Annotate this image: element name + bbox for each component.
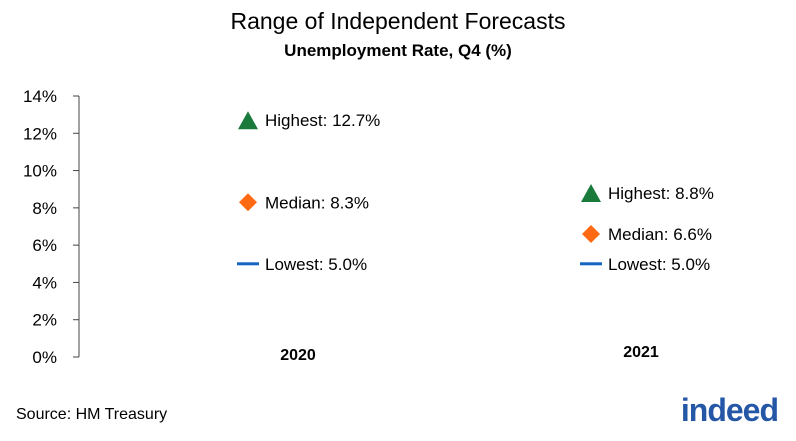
lowest-data-label: Lowest: 5.0% [265,255,367,274]
median-data-label: Median: 8.3% [265,193,369,212]
y-tick-label: 8% [32,199,57,218]
y-tick-label: 14% [23,87,57,106]
source-note: Source: HM Treasury [16,406,168,423]
highest-triangle-marker [238,111,258,130]
x-category-label: 2021 [623,344,659,361]
y-tick-label: 12% [23,124,57,143]
chart-title: Range of Independent Forecasts [230,8,566,34]
y-tick-label: 0% [32,348,57,367]
x-category-label: 2020 [280,347,316,364]
y-tick-label: 6% [32,236,57,255]
chart-subtitle: Unemployment Rate, Q4 (%) [284,41,512,60]
highest-data-label: Highest: 12.7% [265,111,380,130]
median-diamond-marker [582,224,600,243]
median-data-label: Median: 6.6% [608,225,712,244]
y-tick-label: 10% [23,162,57,181]
highest-triangle-marker [581,183,601,202]
lowest-dash-marker [580,262,602,266]
y-tick-label: 2% [32,311,57,330]
y-tick-label: 4% [32,273,57,292]
lowest-dash-marker [237,262,259,266]
indeed-logo: indeed [680,392,779,428]
lowest-data-label: Lowest: 5.0% [608,255,710,274]
median-diamond-marker [239,193,257,212]
highest-data-label: Highest: 8.8% [608,184,714,203]
